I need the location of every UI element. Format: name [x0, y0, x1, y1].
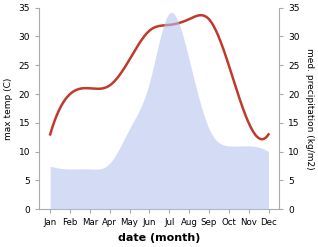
Y-axis label: med. precipitation (kg/m2): med. precipitation (kg/m2) — [305, 48, 314, 169]
X-axis label: date (month): date (month) — [118, 233, 201, 243]
Y-axis label: max temp (C): max temp (C) — [4, 77, 13, 140]
